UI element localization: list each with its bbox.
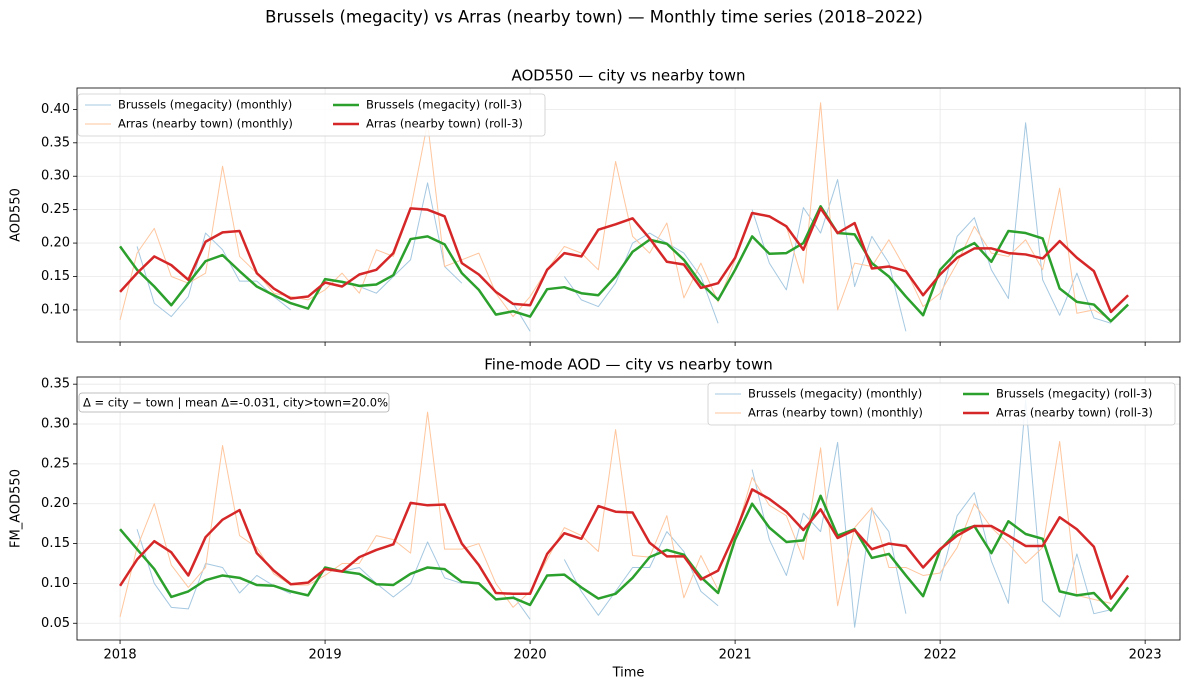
- y-tick-label: 0.10: [41, 302, 70, 317]
- legend-label: Arras (nearby town) (monthly): [118, 117, 293, 131]
- y-tick-label: 0.05: [41, 616, 70, 631]
- y-axis-label: FM_AOD550: [9, 469, 24, 548]
- axes-frame: [76, 376, 1181, 641]
- series-line: [136, 122, 1112, 332]
- y-tick-label: 0.20: [41, 236, 70, 251]
- y-tick-label: 0.35: [41, 135, 70, 150]
- legend-label: Brussels (megacity) (monthly): [118, 98, 292, 112]
- y-tick-label: 0.35: [41, 377, 70, 392]
- y-axis-label: AOD550: [9, 188, 24, 242]
- legend-label: Brussels (megacity) (monthly): [748, 387, 922, 401]
- x-tick-label: 2020: [514, 648, 547, 663]
- annotation-box: [78, 392, 390, 413]
- axes-title: AOD550 — city vs nearby town: [511, 67, 745, 85]
- y-tick-label: 0.25: [41, 202, 70, 217]
- annotation: Δ = city − town | mean Δ=-0.031, city>to…: [83, 396, 388, 410]
- legend-box: [707, 382, 1176, 426]
- legend-label: Arras (nearby town) (monthly): [748, 406, 923, 420]
- x-tick-label: 2019: [309, 648, 342, 663]
- series-line: [119, 494, 1130, 612]
- y-tick-label: 0.30: [41, 169, 70, 184]
- y-tick-label: 0.10: [41, 576, 70, 591]
- x-tick-label: 2018: [104, 648, 137, 663]
- legend-label: Brussels (megacity) (roll-3): [996, 387, 1152, 401]
- x-tick-label: 2023: [1129, 648, 1162, 663]
- legend-label: Arras (nearby town) (roll-3): [366, 117, 523, 131]
- x-tick-label: 2022: [924, 648, 957, 663]
- y-tick-label: 0.15: [41, 536, 70, 551]
- axes-title: Fine-mode AOD — city vs nearby town: [484, 356, 773, 374]
- y-tick-label: 0.15: [41, 269, 70, 284]
- series-line: [119, 488, 1130, 600]
- x-axis-label: Time: [612, 666, 645, 681]
- axes-frame: [76, 87, 1181, 343]
- legend-label: Brussels (megacity) (roll-3): [366, 98, 522, 112]
- y-tick-label: 0.20: [41, 496, 70, 511]
- legend-label: Arras (nearby town) (roll-3): [996, 406, 1153, 420]
- y-tick-label: 0.25: [41, 456, 70, 471]
- x-tick-label: 2021: [719, 648, 752, 663]
- legend-box: [77, 93, 546, 137]
- series-line: [119, 207, 1130, 314]
- y-tick-label: 0.30: [41, 417, 70, 432]
- figure-title: Brussels (megacity) vs Arras (nearby tow…: [265, 8, 923, 27]
- series-line: [119, 205, 1130, 323]
- y-tick-label: 0.40: [41, 102, 70, 117]
